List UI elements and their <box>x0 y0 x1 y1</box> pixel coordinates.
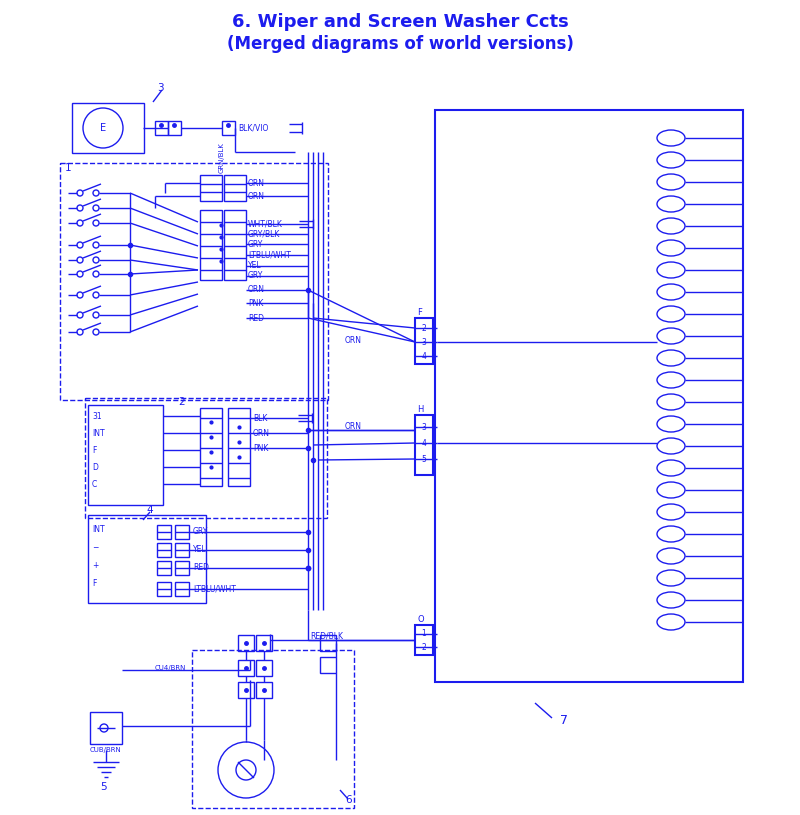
Text: 3: 3 <box>422 422 426 431</box>
Text: GRY/BLK: GRY/BLK <box>248 230 280 239</box>
Text: ORN: ORN <box>248 192 265 200</box>
Text: D: D <box>92 462 98 472</box>
Bar <box>435 110 743 682</box>
Bar <box>168 121 181 135</box>
Bar <box>72 103 144 153</box>
Text: 1: 1 <box>422 629 426 638</box>
Text: 4: 4 <box>422 351 426 360</box>
Bar <box>175 525 189 539</box>
Bar <box>320 657 336 673</box>
Text: 6: 6 <box>345 795 352 805</box>
Text: PNK: PNK <box>253 443 268 452</box>
Text: 2: 2 <box>422 324 426 333</box>
Bar <box>157 543 171 557</box>
Bar <box>415 318 433 364</box>
Bar <box>88 515 206 603</box>
Text: GRY: GRY <box>248 240 263 249</box>
Bar <box>238 660 254 676</box>
Bar <box>320 635 336 651</box>
Bar <box>175 543 189 557</box>
Text: F: F <box>92 579 96 588</box>
Text: WHT/BLK: WHT/BLK <box>248 219 283 228</box>
Text: 4: 4 <box>146 505 153 515</box>
Bar <box>256 635 272 651</box>
Text: BLK/VIO: BLK/VIO <box>238 124 268 133</box>
Text: 3: 3 <box>157 83 164 93</box>
Text: 1: 1 <box>65 163 72 173</box>
Text: 2: 2 <box>422 642 426 651</box>
Bar <box>415 625 433 655</box>
Bar <box>175 561 189 575</box>
Bar <box>90 712 122 744</box>
Bar <box>228 408 250 486</box>
Bar <box>224 175 246 201</box>
Bar <box>200 175 222 201</box>
Text: E: E <box>100 123 106 133</box>
Text: 7: 7 <box>560 713 568 726</box>
Text: LTBLU/WHT: LTBLU/WHT <box>193 584 236 593</box>
Text: 3: 3 <box>422 337 426 346</box>
Bar <box>222 121 235 135</box>
Bar <box>157 561 171 575</box>
Text: 31: 31 <box>92 412 102 421</box>
Text: RED: RED <box>248 314 264 323</box>
Text: H: H <box>417 404 423 413</box>
Text: LTBLU/WHT: LTBLU/WHT <box>248 250 291 259</box>
Text: 4: 4 <box>422 438 426 447</box>
Text: PNK: PNK <box>248 298 263 307</box>
Text: C: C <box>92 479 98 488</box>
Bar <box>200 210 222 280</box>
Text: F: F <box>92 446 96 455</box>
Bar <box>192 650 354 808</box>
Text: YEL: YEL <box>193 545 206 554</box>
Text: 5: 5 <box>100 782 106 792</box>
Text: ORN: ORN <box>345 421 362 430</box>
Text: 5: 5 <box>422 455 426 464</box>
Bar <box>157 582 171 596</box>
Text: BLK: BLK <box>253 413 267 422</box>
Text: 6. Wiper and Screen Washer Ccts: 6. Wiper and Screen Washer Ccts <box>232 13 568 31</box>
Text: INT: INT <box>92 526 105 535</box>
Bar <box>175 582 189 596</box>
Text: ORN: ORN <box>345 336 362 345</box>
Text: F: F <box>417 307 422 316</box>
Text: RED/BLK: RED/BLK <box>310 632 343 641</box>
Text: GRY: GRY <box>193 527 208 536</box>
Bar <box>157 525 171 539</box>
Text: CU4/BRN: CU4/BRN <box>155 665 186 671</box>
Bar <box>88 405 163 505</box>
Text: ORN: ORN <box>253 429 270 438</box>
Text: (Merged diagrams of world versions): (Merged diagrams of world versions) <box>226 35 574 53</box>
Bar <box>224 210 246 280</box>
Bar <box>200 408 222 486</box>
Text: CUB/BRN: CUB/BRN <box>90 747 122 753</box>
Text: INT: INT <box>92 429 105 438</box>
Text: O: O <box>417 615 424 623</box>
Bar <box>60 163 328 400</box>
Text: ORN: ORN <box>248 285 265 294</box>
Bar <box>155 121 168 135</box>
Text: ORN: ORN <box>248 178 265 187</box>
Text: YEL: YEL <box>248 262 262 271</box>
Bar <box>256 660 272 676</box>
Text: −: − <box>92 544 98 553</box>
Bar <box>415 415 433 475</box>
Bar <box>256 682 272 698</box>
Text: RED: RED <box>193 563 209 572</box>
Text: 2: 2 <box>178 397 185 407</box>
Text: +: + <box>92 562 98 570</box>
Bar <box>238 682 254 698</box>
Text: GRY: GRY <box>248 271 263 280</box>
Bar <box>238 635 254 651</box>
Bar <box>85 398 327 518</box>
Text: GRN/BLK: GRN/BLK <box>219 142 225 173</box>
